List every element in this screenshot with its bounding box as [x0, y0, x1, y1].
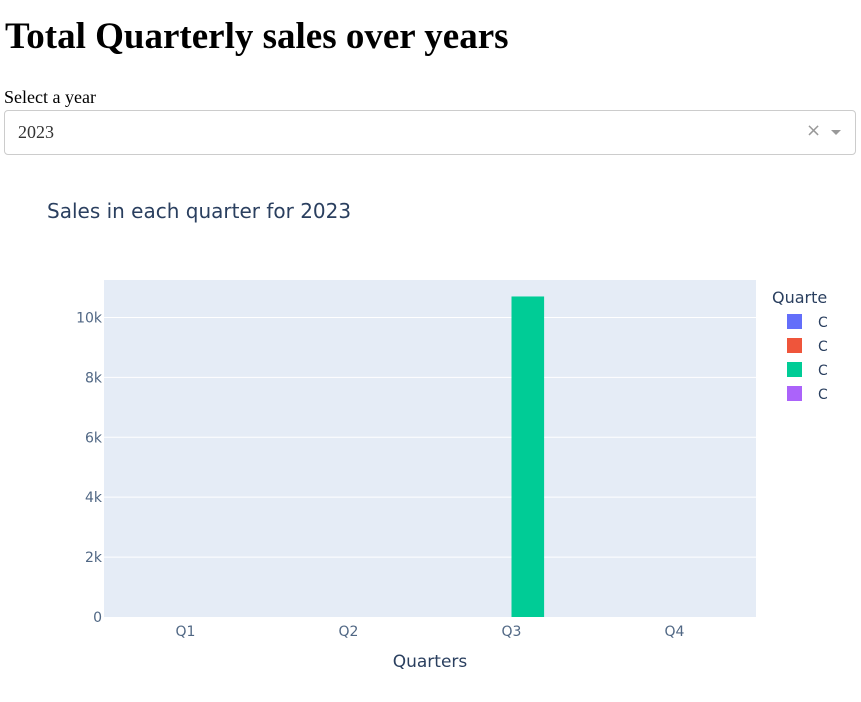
- legend-swatch[interactable]: [787, 386, 802, 401]
- sales-bar-chart: Sales in each quarter for 2023 0 2k 4k 6k 8k…: [47, 199, 828, 672]
- chevron-down-icon[interactable]: [831, 130, 841, 135]
- y-tick-label: 10k: [76, 310, 103, 326]
- x-tick-label: Q4: [665, 624, 685, 640]
- select-year-label: Select a year: [4, 87, 96, 107]
- x-tick-label: Q2: [339, 624, 359, 640]
- year-selected-value: 2023: [18, 122, 54, 142]
- y-tick-label: 0: [93, 610, 102, 626]
- x-tick-label: Q1: [176, 624, 196, 640]
- bar-q3[interactable]: [511, 296, 545, 617]
- year-dropdown[interactable]: 2023 ×: [4, 110, 856, 155]
- y-tick-label: 8k: [85, 370, 103, 386]
- legend-swatch[interactable]: [787, 362, 802, 377]
- y-tick-label: 2k: [85, 550, 103, 566]
- page-title: Total Quarterly sales over years: [5, 16, 509, 57]
- x-tick-label: Q3: [502, 624, 522, 640]
- legend-entry-label[interactable]: C: [818, 339, 828, 355]
- y-tick-label: 4k: [85, 490, 103, 506]
- legend-entry-label[interactable]: C: [818, 363, 828, 379]
- legend-entry-label[interactable]: C: [818, 387, 828, 403]
- y-tick-label: 6k: [85, 430, 103, 446]
- legend-swatch[interactable]: [787, 314, 802, 329]
- plot-area: [104, 280, 756, 617]
- legend-entry-label[interactable]: C: [818, 315, 828, 331]
- legend-swatch[interactable]: [787, 338, 802, 353]
- x-axis-title: Quarters: [393, 652, 468, 672]
- chart-title: Sales in each quarter for 2023: [47, 199, 351, 223]
- legend-title: Quarte: [772, 288, 827, 307]
- clear-icon[interactable]: ×: [806, 120, 822, 141]
